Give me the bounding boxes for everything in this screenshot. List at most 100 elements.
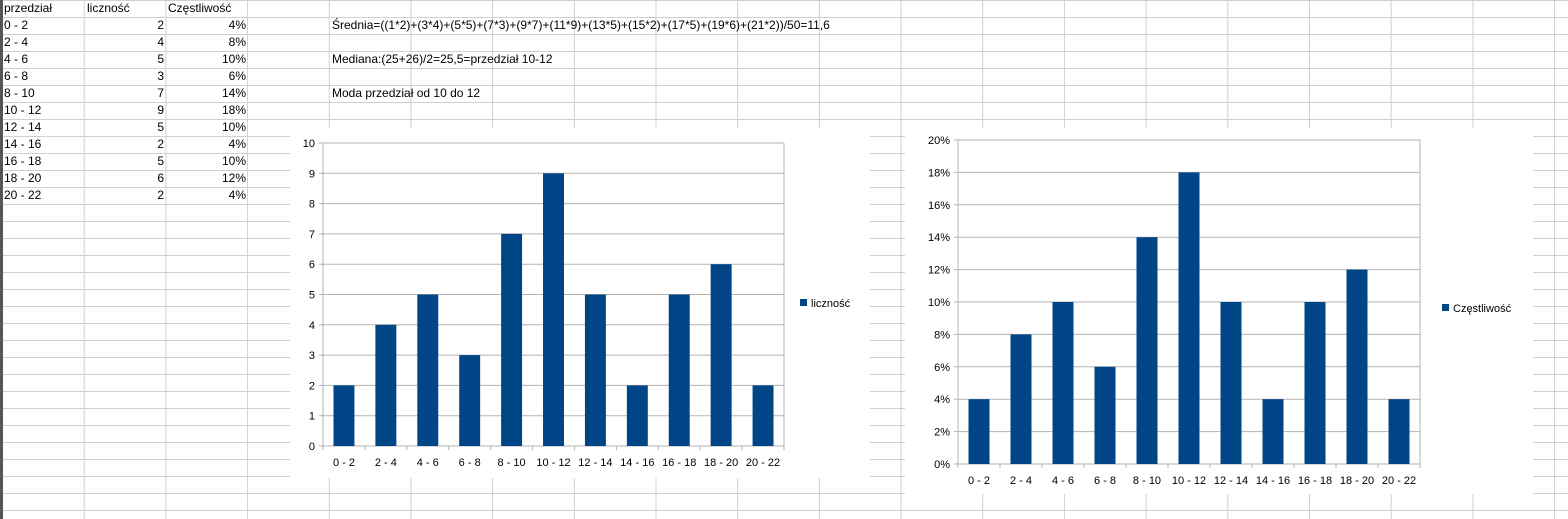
chart-czestliwosc[interactable]: 0% 2% 4% 6% 8% 10% 12% 14% 16% 18% 20% 0 - 2 2 - 4 4 … <box>905 128 1533 494</box>
x-tick-label: 4 - 6 <box>1052 475 1074 487</box>
bar <box>626 385 648 446</box>
y-tick-label: 2 <box>309 380 315 392</box>
table-cell-przedzial[interactable]: 14 - 16 <box>4 137 42 151</box>
table-cell-czestliwosc[interactable]: 14% <box>221 86 246 100</box>
y-tick-label: 0% <box>934 459 950 471</box>
x-tick-label: 16 - 18 <box>1298 475 1332 487</box>
y-tick-label: 1 <box>309 411 315 423</box>
bar <box>710 264 732 446</box>
bar <box>1346 269 1368 464</box>
table-cell-czestliwosc[interactable]: 4% <box>228 18 246 32</box>
x-tick-label: 10 - 12 <box>536 457 570 469</box>
table-cell-czestliwosc[interactable]: 4% <box>228 188 246 202</box>
sheet-left-edge <box>0 0 3 519</box>
legend-label: liczność <box>811 298 851 310</box>
table-cell-licznosc[interactable]: 5 <box>157 52 164 66</box>
bar <box>1262 399 1284 464</box>
x-tick-label: 12 - 14 <box>1214 475 1248 487</box>
table-cell-przedzial[interactable]: 0 - 2 <box>4 18 29 32</box>
x-tick-label: 10 - 12 <box>1172 475 1206 487</box>
bar <box>1136 237 1158 464</box>
table-cell-licznosc[interactable]: 7 <box>157 86 164 100</box>
table-cell-czestliwosc[interactable]: 10% <box>221 52 246 66</box>
bar <box>333 385 355 446</box>
bar <box>752 385 774 446</box>
x-tick-label: 8 - 10 <box>498 457 526 469</box>
y-tick-label: 0 <box>309 441 315 453</box>
legend-swatch <box>800 299 807 306</box>
bar <box>968 399 990 464</box>
y-tick-label: 18% <box>928 167 950 179</box>
x-tick-label: 8 - 10 <box>1133 475 1161 487</box>
y-tick-label: 4 <box>309 320 315 332</box>
y-tick-label: 8 <box>309 199 315 211</box>
chart-czestliwosc-svg: 0% 2% 4% 6% 8% 10% 12% 14% 16% 18% 20% 0 - 2 2 - 4 4 … <box>928 135 1512 487</box>
y-tick-label: 9 <box>309 168 315 180</box>
y-tick-label: 8% <box>934 329 950 341</box>
y-tick-label: 5 <box>309 290 315 302</box>
x-tick-label: 12 - 14 <box>578 457 612 469</box>
bar <box>1010 334 1032 464</box>
table-cell-przedzial[interactable]: 12 - 14 <box>4 120 42 134</box>
table-cell-przedzial[interactable]: 16 - 18 <box>4 154 42 168</box>
y-tick-label: 10% <box>928 297 950 309</box>
median-note[interactable]: Mediana:(25+26)/2=25,5=przedział 10-12 <box>332 52 553 66</box>
y-tick-label: 2% <box>934 427 950 439</box>
x-tick-label: 20 - 22 <box>746 457 780 469</box>
bar <box>417 294 439 446</box>
y-tick-label: 4% <box>934 394 950 406</box>
table-cell-czestliwosc[interactable]: 8% <box>228 35 246 49</box>
table-cell-czestliwosc[interactable]: 6% <box>228 69 246 83</box>
bar <box>1094 366 1116 464</box>
table-cell-licznosc[interactable]: 5 <box>157 154 164 168</box>
table-cell-czestliwosc[interactable]: 10% <box>221 154 246 168</box>
table-cell-przedzial[interactable]: 6 - 8 <box>4 69 29 83</box>
x-tick-label: 2 - 4 <box>1010 475 1032 487</box>
bar <box>668 294 690 446</box>
mode-note[interactable]: Moda przedział od 10 do 12 <box>332 86 481 100</box>
x-tick-label: 18 - 20 <box>1340 475 1374 487</box>
header-licznosc[interactable]: liczność <box>87 1 130 15</box>
x-tick-label: 0 - 2 <box>968 475 990 487</box>
table-cell-przedzial[interactable]: 18 - 20 <box>4 171 42 185</box>
table-cell-czestliwosc[interactable]: 18% <box>221 103 246 117</box>
table-cell-licznosc[interactable]: 2 <box>157 137 164 151</box>
legend-label: Częstliwość <box>1453 303 1512 315</box>
bar <box>375 324 397 446</box>
bar <box>543 173 564 447</box>
bar <box>459 355 481 446</box>
mean-note[interactable]: Średnia=((1*2)+(3*4)+(5*5)+(7*3)+(9*7)+(… <box>332 18 830 32</box>
x-tick-label: 14 - 16 <box>1256 475 1290 487</box>
bar <box>1220 302 1242 464</box>
y-tick-label: 10 <box>303 138 315 150</box>
header-czestliwosc[interactable]: Częstliwość <box>168 1 232 15</box>
x-tick-label: 6 - 8 <box>1094 475 1116 487</box>
table-cell-czestliwosc[interactable]: 4% <box>228 137 246 151</box>
table-cell-licznosc[interactable]: 6 <box>157 171 164 185</box>
x-tick-label: 0 - 2 <box>333 457 355 469</box>
header-przedzial[interactable]: przedział <box>4 1 53 15</box>
table-cell-licznosc[interactable]: 2 <box>157 18 164 32</box>
table-cell-licznosc[interactable]: 2 <box>157 188 164 202</box>
table-cell-przedzial[interactable]: 20 - 22 <box>4 188 42 202</box>
bar <box>501 233 523 446</box>
table-cell-przedzial[interactable]: 10 - 12 <box>4 103 42 117</box>
x-tick-label: 2 - 4 <box>375 457 397 469</box>
table-cell-przedzial[interactable]: 8 - 10 <box>4 86 35 100</box>
table-cell-licznosc[interactable]: 9 <box>157 103 164 117</box>
y-tick-label: 3 <box>309 350 315 362</box>
table-cell-czestliwosc[interactable]: 10% <box>221 120 246 134</box>
y-tick-label: 14% <box>928 232 950 244</box>
bar <box>1052 302 1074 464</box>
x-tick-label: 14 - 16 <box>620 457 654 469</box>
table-cell-czestliwosc[interactable]: 12% <box>221 171 246 185</box>
table-cell-licznosc[interactable]: 4 <box>157 35 164 49</box>
table-cell-licznosc[interactable]: 5 <box>157 120 164 134</box>
y-tick-label: 12% <box>928 265 950 277</box>
table-cell-przedzial[interactable]: 4 - 6 <box>4 52 29 66</box>
y-tick-label: 16% <box>928 200 950 212</box>
chart-licznosc[interactable]: 0 1 2 3 4 5 6 7 8 9 10 0 - 2 2 - 4 4 - 6 6 - 8 8 - 10 10… <box>290 128 870 478</box>
legend-swatch <box>1442 304 1449 311</box>
table-cell-licznosc[interactable]: 3 <box>157 69 164 83</box>
table-cell-przedzial[interactable]: 2 - 4 <box>4 35 29 49</box>
